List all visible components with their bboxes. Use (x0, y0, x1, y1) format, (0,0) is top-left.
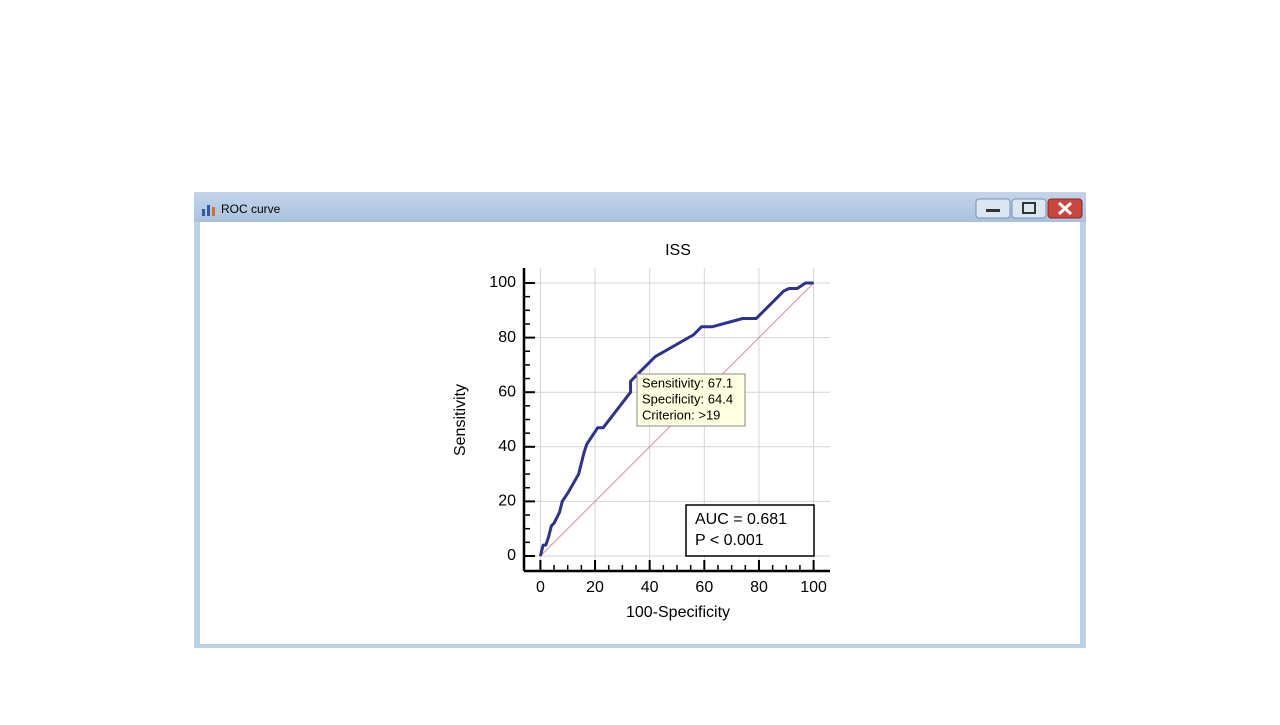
y-axis-label: Sensitivity (452, 384, 469, 456)
tooltip-text: Sensitivity: 67.1 (642, 375, 733, 390)
client-area (200, 222, 1080, 644)
x-tick-label: 60 (695, 579, 713, 596)
window-title: ROC curve (221, 202, 281, 216)
title-bar (194, 192, 1086, 222)
y-tick-label: 100 (489, 274, 516, 291)
x-tick-label: 0 (536, 579, 545, 596)
chart-title: ISS (665, 242, 691, 259)
y-tick-label: 40 (498, 438, 516, 455)
x-axis-label: 100-Specificity (626, 604, 730, 621)
tooltip-box (636, 373, 746, 427)
window-icon (202, 205, 215, 216)
x-tick-label: 100 (800, 579, 827, 596)
x-tick-label: 40 (641, 579, 659, 596)
chart: ISS 100-Specificity Sensitivity 0 20 40 60 80 10… (452, 242, 830, 621)
x-tick-label: 80 (750, 579, 768, 596)
stats-text: AUC = 0.681 (695, 511, 787, 528)
y-tick-label: 60 (498, 383, 516, 400)
series-line (538, 281, 814, 557)
close-button[interactable] (1047, 198, 1083, 219)
maximize-button[interactable] (1011, 198, 1047, 219)
y-tick-label: 80 (498, 329, 516, 346)
minimize-button[interactable] (975, 198, 1011, 219)
y-tick-label: 20 (498, 493, 516, 510)
tooltip-text: Specificity: 64.4 (642, 391, 733, 406)
y-tick-label: 0 (507, 547, 516, 564)
x-tick-label: 20 (586, 579, 604, 596)
stats-box (685, 504, 815, 557)
stats-text: P < 0.001 (695, 532, 764, 549)
tooltip-text: Criterion: >19 (642, 407, 720, 422)
window: ROC curve (194, 192, 1086, 648)
